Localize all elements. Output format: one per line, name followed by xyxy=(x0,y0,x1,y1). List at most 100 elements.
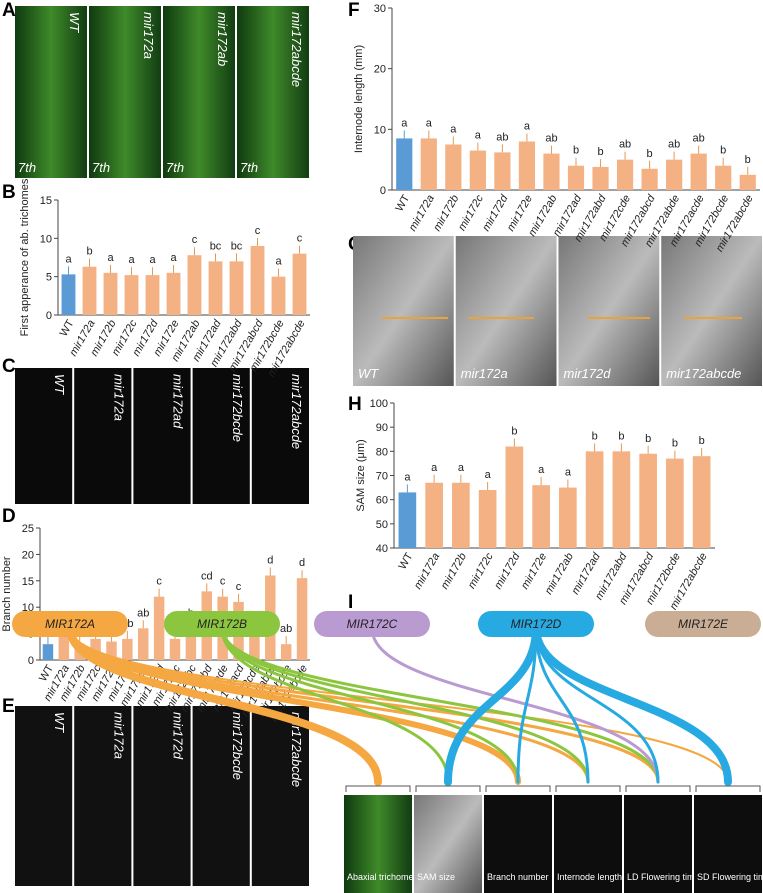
y-tick-label: 10 xyxy=(374,124,386,136)
bar xyxy=(469,150,486,190)
significance-letter: ab xyxy=(619,139,631,151)
photo-caption: mir172a xyxy=(461,366,508,381)
trait-label: SD Flowering time xyxy=(697,872,763,882)
panel-label: E xyxy=(2,696,15,717)
y-tick-label: 25 xyxy=(22,523,34,535)
bar xyxy=(124,275,139,315)
y-tick-label: 30 xyxy=(374,3,386,15)
significance-letter: a xyxy=(426,117,433,129)
y-tick-label: 10 xyxy=(40,233,52,245)
bar xyxy=(122,638,133,660)
photo-caption: WT xyxy=(67,12,82,33)
y-tick-label: 5 xyxy=(46,272,52,284)
bracket xyxy=(415,785,481,792)
bar xyxy=(249,636,260,660)
significance-letter: b xyxy=(672,438,678,450)
bar xyxy=(169,638,181,660)
significance-letter: a xyxy=(538,464,545,476)
trait-label: Abaxial trichome xyxy=(347,872,414,882)
gene-node xyxy=(645,611,761,637)
photo xyxy=(15,6,87,178)
network-link xyxy=(66,624,382,786)
significance-letter: ab xyxy=(280,623,292,635)
significance-letter: b xyxy=(699,435,705,447)
bar xyxy=(690,153,707,190)
y-axis-label: Branch number xyxy=(1,556,13,632)
photo xyxy=(251,368,309,504)
significance-letter: b xyxy=(597,146,603,158)
x-tick-label: WT xyxy=(397,551,416,572)
bracket xyxy=(485,785,551,792)
trait-photo xyxy=(694,795,762,893)
significance-letter: ab xyxy=(137,607,149,619)
significance-letter: bc xyxy=(231,240,243,252)
photo-caption: mir172a xyxy=(111,712,126,759)
significance-letter: a xyxy=(524,120,531,132)
photo-caption: WT xyxy=(52,712,67,733)
significance-letter: a xyxy=(475,130,482,142)
bar xyxy=(398,492,417,548)
bar xyxy=(559,487,577,548)
y-tick-label: 15 xyxy=(40,195,52,207)
significance-letter: a xyxy=(450,124,457,136)
y-tick-label: 40 xyxy=(376,543,388,555)
photo-caption: mir172d xyxy=(564,366,612,381)
significance-letter: b xyxy=(511,426,517,438)
photo xyxy=(251,706,309,886)
bar xyxy=(612,451,631,548)
y-tick-label: 20 xyxy=(22,549,34,561)
photo xyxy=(192,368,250,504)
gene-node xyxy=(164,611,280,637)
significance-letter: a xyxy=(401,117,408,129)
significance-letter: c xyxy=(192,234,198,246)
bar xyxy=(82,266,97,315)
photo xyxy=(558,236,660,386)
panel-label: H xyxy=(348,394,362,415)
photo-caption: mir172abcde xyxy=(666,366,741,381)
bar xyxy=(543,153,560,190)
network-link xyxy=(220,626,660,784)
y-tick-label: 0 xyxy=(46,310,52,322)
bar xyxy=(61,274,76,315)
panel-label: F xyxy=(348,0,360,21)
significance-letter: c xyxy=(255,225,261,237)
significance-letter: c xyxy=(156,576,162,588)
stage-label: 7th xyxy=(240,160,258,175)
photo-caption: WT xyxy=(52,374,67,395)
bar xyxy=(106,641,117,660)
panel-label: B xyxy=(2,182,16,203)
bar xyxy=(185,628,197,660)
trait-label: LD Flowering time xyxy=(627,872,700,882)
bar xyxy=(137,628,149,660)
y-axis-label: First apperance of ab. trichomes xyxy=(19,178,31,336)
network-link xyxy=(68,626,660,784)
photo-caption: mir172bcde xyxy=(230,712,245,780)
bar xyxy=(420,138,437,190)
significance-letter: a xyxy=(149,254,156,266)
y-tick-label: 70 xyxy=(376,471,388,483)
gene-label: MIR172A xyxy=(45,617,95,631)
significance-letter: ab xyxy=(668,139,680,151)
y-tick-label: 0 xyxy=(380,185,386,197)
trait-photo xyxy=(624,795,692,893)
network-link xyxy=(220,626,450,784)
significance-letter: a xyxy=(458,462,465,474)
network-link xyxy=(220,626,520,784)
photo xyxy=(237,6,309,178)
panel-label: D xyxy=(2,506,16,527)
y-axis-label: Internode length (mm) xyxy=(353,45,365,153)
photo xyxy=(15,368,73,504)
y-tick-label: 50 xyxy=(376,519,388,531)
significance-letter: cd xyxy=(201,570,213,582)
bar xyxy=(296,578,308,660)
bracket xyxy=(555,785,621,792)
photo-caption: mir172ad xyxy=(171,374,186,429)
bar xyxy=(153,596,165,660)
x-tick-label: mir172b xyxy=(439,551,469,591)
photo-caption: mir172bcde xyxy=(230,374,245,442)
trait-photo xyxy=(344,795,412,893)
stage-label: 7th xyxy=(166,160,184,175)
significance-letter: a xyxy=(65,253,72,265)
significance-letter: a xyxy=(565,467,572,479)
y-tick-label: 15 xyxy=(22,576,34,588)
